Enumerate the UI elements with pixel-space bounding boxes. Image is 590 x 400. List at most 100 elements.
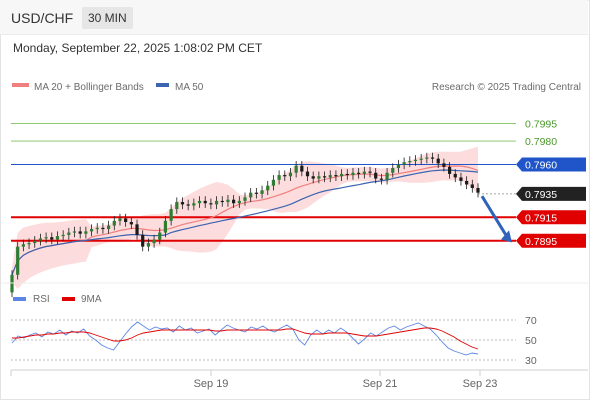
forecast-arrow [480,195,510,240]
ma50-line [11,169,479,276]
candle-body [163,220,168,233]
rsi-ma-line [12,327,479,350]
chart-header: USD/CHF 30 MIN [0,0,588,35]
candle-body [180,202,185,205]
candle-body [402,162,406,165]
candle-body [175,202,179,210]
candle-body [16,246,20,275]
level-label-0.7980: 0.7980 [525,136,557,148]
level-tag-0.7960 [516,157,586,172]
candle-body [44,237,48,239]
candle-body [186,204,190,206]
candle-body [396,164,401,169]
candle-body [322,176,327,178]
rsi-ma-legend-swatch [62,297,75,301]
candle-body [89,229,94,232]
x-tick-label: Sep 21 [363,378,398,390]
rsi-ma-legend-label: 9MA [81,294,102,305]
candle-body [61,234,65,237]
candle-body [146,243,150,247]
candle-body [305,171,310,177]
symbol-label: USD/CHF [11,10,74,26]
candle-body [300,165,304,172]
candle-body [141,234,145,247]
candle-body [340,173,344,177]
rsi-level-label-70: 70 [525,315,537,327]
candle-body [413,159,418,162]
candle-body [33,240,37,244]
candle-body [362,171,366,174]
candle-body [112,220,116,226]
candle-body [21,244,25,247]
x-tick-label: Sep 23 [463,378,498,390]
level-tag-0.7895 [516,233,586,248]
ma50-legend-swatch [156,83,169,87]
candle-body [442,163,446,167]
candle-body [447,166,452,174]
candle-body [470,184,474,188]
candle-body [436,158,440,164]
candle-body [55,236,60,240]
candle-body [243,197,247,201]
candle-body [317,176,321,179]
candle-body [237,200,241,204]
candle-body [84,231,88,234]
candle-body [152,239,156,244]
candle-body [249,192,253,198]
candle-body [38,238,43,241]
candle-body [374,172,378,179]
level-label-0.7995: 0.7995 [525,118,557,130]
candle-body [391,168,395,173]
candle-body [158,232,162,240]
candle-body [101,227,105,230]
ma20-legend-swatch [12,83,29,87]
candle-body [465,180,469,185]
candle-body [476,187,480,193]
candle-body [271,179,276,186]
candle-body [345,173,349,176]
candle-body [294,165,298,173]
candle-body [209,203,213,205]
candle-body [288,172,293,177]
candle-body [254,192,258,194]
candle-body [129,222,133,225]
ma50-legend-label: MA 50 [175,82,204,93]
candle-body [328,175,332,178]
rsi-legend-label: RSI [33,294,50,305]
candle-body [311,176,315,179]
bollinger-band [12,146,478,289]
candle-body [425,157,429,159]
rsi-legend-swatch [13,297,26,301]
timestamp: Monday, September 22, 2025 1:08:02 PM CE… [13,41,263,55]
rsi-level-label-50: 50 [525,335,537,347]
candle-body [351,172,355,176]
level-label-0.7935: 0.7935 [525,189,557,201]
level-label-0.7895: 0.7895 [525,236,557,248]
candle-body [283,175,287,177]
x-tick-label: Sep 19 [194,378,229,390]
level-label-0.7960: 0.7960 [525,160,557,172]
candle-body [135,224,139,235]
rsi-line [11,321,479,356]
candle-body [192,203,196,206]
forecast-arrow-head [501,230,512,243]
candle-body [408,161,412,163]
candle-body [118,218,122,221]
candle-body [277,175,281,180]
candle-body [203,200,207,204]
candle-body [107,225,111,230]
candle-body [220,200,224,203]
timeframe-button[interactable]: 30 MIN [82,7,133,29]
candle-body [260,190,264,194]
candle-body [453,173,457,178]
candle-body [379,178,383,180]
candle-body [50,237,54,240]
candle-body [78,231,82,234]
candle-body [226,199,230,203]
candle-body [72,231,77,233]
candle-body [357,172,361,174]
candle-body [197,200,202,204]
candle-body [214,200,219,205]
candle-body [266,185,270,191]
